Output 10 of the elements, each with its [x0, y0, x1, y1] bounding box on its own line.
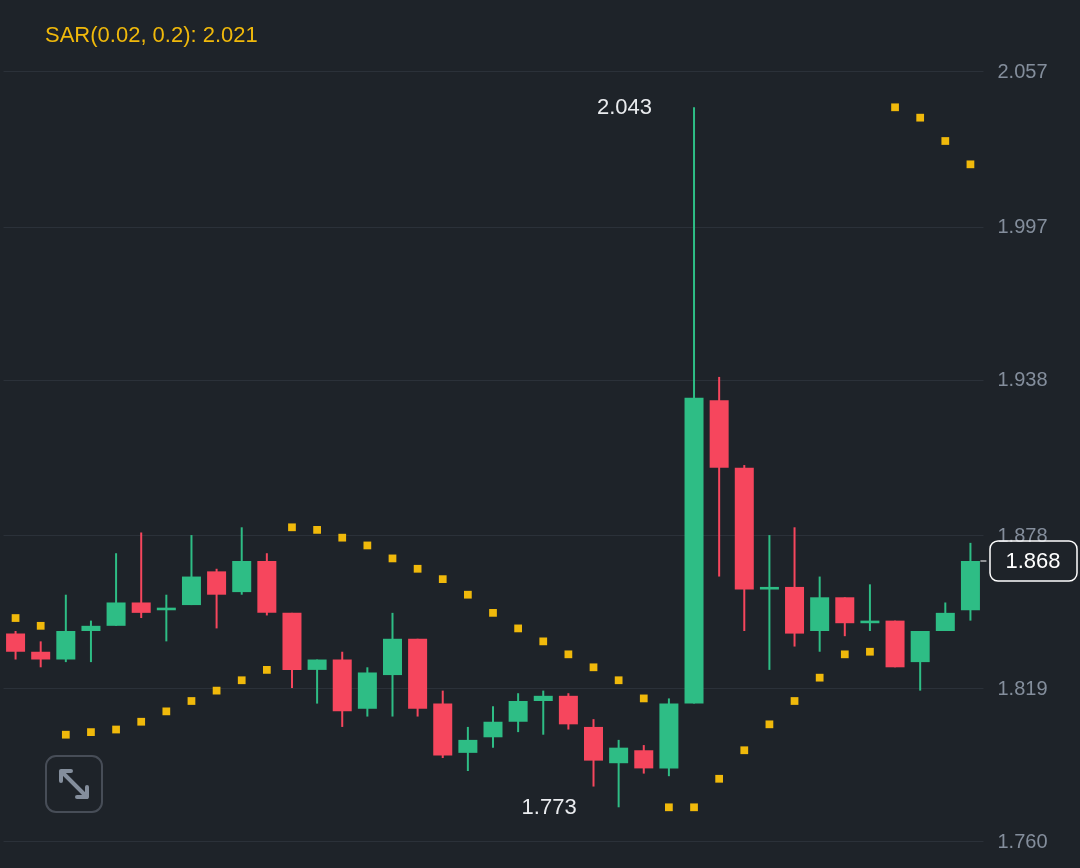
y-tick-label: 1.819 — [997, 676, 1048, 699]
y-tick-label: 1.760 — [997, 829, 1048, 852]
y-tick-label: 1.938 — [997, 368, 1048, 391]
y-tick-label: 2.057 — [997, 59, 1048, 82]
ref-line-label: 1.868 — [1005, 548, 1061, 573]
y-tick-label: 1.997 — [997, 215, 1048, 238]
text: SAR(0.02, 0.2): 2.021 — [45, 22, 258, 47]
annotation: 2.043 — [596, 94, 653, 120]
annotation: 1.773 — [521, 794, 577, 820]
y-tick-label: 1.878 — [997, 523, 1048, 546]
